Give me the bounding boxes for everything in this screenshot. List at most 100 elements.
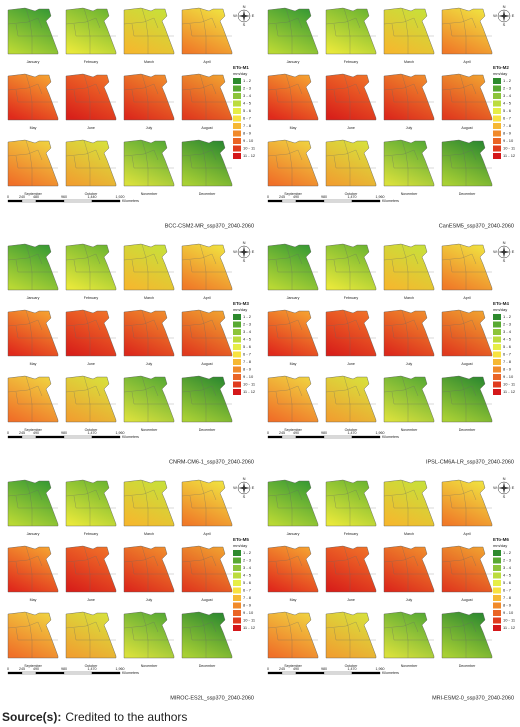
region-fill bbox=[325, 375, 377, 423]
month-label: September bbox=[24, 664, 42, 668]
month-map bbox=[7, 243, 59, 291]
region-fill bbox=[181, 139, 233, 187]
scale-segment bbox=[295, 435, 325, 439]
month-label: September bbox=[284, 664, 302, 668]
legend-swatch bbox=[493, 359, 501, 365]
scale-segment bbox=[21, 199, 37, 203]
legend-swatch bbox=[233, 344, 241, 350]
region-fill bbox=[123, 545, 175, 593]
region-fill bbox=[267, 479, 319, 527]
source: Source(s): Credited to the authors bbox=[2, 710, 187, 724]
month-map bbox=[181, 7, 233, 55]
governorate-borders bbox=[65, 7, 116, 54]
region-fill bbox=[181, 73, 233, 121]
legend-swatch bbox=[493, 617, 501, 624]
governorate-borders bbox=[383, 309, 434, 356]
legend-swatch bbox=[493, 153, 501, 159]
region-fill bbox=[65, 375, 117, 423]
month-label: May bbox=[290, 126, 297, 130]
legend-title: ETo-M1 bbox=[233, 65, 249, 70]
month-label: December bbox=[459, 428, 476, 432]
scale-unit: Kilometers bbox=[122, 671, 139, 675]
legend-label: 3 - 4 bbox=[503, 93, 512, 98]
month-label: July bbox=[406, 598, 413, 602]
legend-label: 1 - 2 bbox=[503, 78, 512, 83]
month-map bbox=[267, 7, 319, 55]
month-label: February bbox=[344, 532, 359, 536]
governorate-borders bbox=[7, 611, 58, 658]
governorate-borders bbox=[325, 139, 376, 186]
month-map bbox=[325, 7, 377, 55]
month-map bbox=[267, 309, 319, 357]
region-fill bbox=[441, 309, 493, 357]
month-label: January bbox=[27, 296, 40, 300]
scale-label: 1,470 bbox=[88, 431, 97, 435]
scale-label: 490 bbox=[33, 431, 39, 435]
legend-label: 3 - 4 bbox=[243, 565, 252, 570]
legend-label: 5 - 6 bbox=[243, 344, 252, 349]
month-map bbox=[441, 309, 493, 357]
legend-swatch bbox=[493, 625, 501, 631]
governorate-borders bbox=[123, 139, 174, 186]
scale-label: 480 bbox=[33, 195, 39, 199]
governorate-borders bbox=[383, 243, 434, 290]
source-text: Credited to the authors bbox=[65, 710, 187, 724]
month-label: October bbox=[345, 428, 359, 432]
legend-swatch bbox=[233, 314, 241, 320]
month-label: December bbox=[199, 428, 216, 432]
scale-segment bbox=[7, 671, 23, 675]
legend-swatch bbox=[233, 625, 241, 631]
legend-swatch bbox=[493, 85, 501, 92]
region-fill bbox=[383, 545, 435, 593]
scale-segment bbox=[281, 435, 297, 439]
region-fill bbox=[325, 139, 377, 187]
legend-swatch bbox=[233, 587, 241, 594]
month-label: August bbox=[461, 598, 472, 602]
month-label: July bbox=[406, 362, 413, 366]
region-fill bbox=[325, 243, 377, 291]
month-label: July bbox=[406, 126, 413, 130]
governorate-borders bbox=[383, 479, 434, 526]
panel-caption: CNRM-CM6-1_ssp370_2040-2060 bbox=[169, 459, 254, 465]
month-label: November bbox=[141, 428, 158, 432]
scale-label: 1,960 bbox=[376, 667, 385, 671]
month-label: October bbox=[85, 192, 99, 196]
legend-swatch bbox=[493, 93, 501, 99]
panel: January February March April May June July Augu… bbox=[7, 4, 256, 229]
governorate-borders bbox=[383, 375, 434, 422]
month-label: April bbox=[203, 60, 210, 64]
region-fill bbox=[383, 611, 435, 659]
compass-s: S bbox=[243, 258, 246, 263]
month-label: September bbox=[24, 428, 42, 432]
legend-unit: mm/day bbox=[233, 71, 247, 76]
month-label: March bbox=[144, 296, 154, 300]
compass-s: S bbox=[503, 258, 506, 263]
governorate-borders bbox=[7, 545, 58, 592]
region-fill bbox=[123, 479, 175, 527]
legend-label: 4 - 5 bbox=[503, 337, 512, 342]
panel-caption: BCC-CSM2-MR_ssp370_2040-2060 bbox=[165, 223, 254, 229]
month-label: February bbox=[344, 296, 359, 300]
legend-label: 1 - 2 bbox=[243, 314, 252, 319]
month-label: October bbox=[345, 192, 359, 196]
legend-label: 7 - 8 bbox=[243, 359, 252, 364]
legend-label: 7 - 8 bbox=[503, 123, 512, 128]
legend-swatch bbox=[493, 344, 501, 350]
scale-label: 1,960 bbox=[116, 431, 125, 435]
governorate-borders bbox=[123, 73, 174, 120]
legend-title: ETo-M5 bbox=[233, 537, 249, 542]
governorate-borders bbox=[123, 7, 174, 54]
compass-w: W bbox=[233, 485, 237, 490]
region-fill bbox=[383, 7, 435, 55]
region-fill bbox=[7, 7, 59, 55]
month-label: February bbox=[84, 60, 99, 64]
legend-label: 2 - 3 bbox=[503, 86, 512, 91]
region-fill bbox=[65, 73, 117, 121]
month-label: March bbox=[144, 60, 154, 64]
month-map bbox=[325, 479, 377, 527]
month-map bbox=[123, 7, 175, 55]
month-label: June bbox=[347, 126, 355, 130]
region-fill bbox=[267, 309, 319, 357]
month-label: October bbox=[345, 664, 359, 668]
